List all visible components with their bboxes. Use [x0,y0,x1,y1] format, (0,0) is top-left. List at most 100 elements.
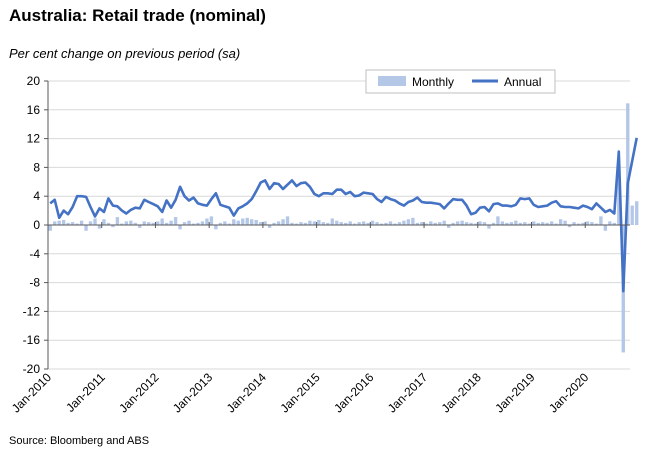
x-tick-label: Jan-2013 [170,370,216,416]
monthly-bar [263,221,267,225]
monthly-bar [317,219,321,225]
monthly-bar [406,219,411,225]
y-tick-label: -12 [23,304,41,318]
monthly-bar [464,222,469,225]
y-tick-label: -4 [29,247,40,261]
monthly-bar [348,221,352,225]
monthly-bar [366,222,370,225]
monthly-bar [545,222,549,225]
monthly-bar [630,205,634,225]
legend: Monthly Annual [365,69,556,94]
x-tick-label: Jan-2019 [492,370,538,416]
monthly-bar [61,219,66,225]
monthly-bar [527,223,531,225]
monthly-bar [603,225,608,231]
monthly-bar [97,225,102,229]
monthly-bar [84,225,88,231]
monthly-bar [438,222,442,225]
monthly-bar [160,218,164,225]
monthly-bar [115,217,120,225]
monthly-bar [169,220,173,225]
x-tick-label: Jan-2015 [277,370,323,416]
monthly-bar [487,225,491,229]
monthly-bar [612,222,617,225]
monthly-bar [590,222,594,225]
monthly-bar [482,222,487,225]
chart-subtitle: Per cent change on previous period (sa) [9,46,241,61]
monthly-bar [106,222,111,225]
monthly-bar [182,222,187,225]
x-tick-label: Jan-2018 [439,370,485,416]
monthly-bar [424,223,428,225]
monthly-bar [567,225,572,228]
monthly-bar [500,221,505,225]
monthly-bar [335,220,339,225]
gridlines [48,80,630,370]
monthly-bar [581,222,585,225]
monthly-bar [379,223,384,225]
monthly-bar [120,223,124,225]
monthly-bar [173,217,178,225]
monthly-bar [53,221,57,225]
monthly-bar [88,221,93,225]
monthly-bar [608,221,612,225]
monthly-bar [429,221,433,225]
monthly-bar [133,222,137,225]
monthly-bar [554,223,558,225]
chart-title: Australia: Retail trade (nominal) [9,6,266,25]
monthly-bar [138,225,142,228]
monthly-bar [258,222,263,225]
monthly-bar [473,223,478,225]
x-tick-label: Jan-2020 [546,370,592,416]
monthly-bar [442,220,446,225]
monthly-bar [129,220,133,225]
monthly-bar [478,221,482,225]
monthly-bar [433,222,437,225]
monthly-bar [75,223,79,225]
monthly-bar [124,221,129,225]
monthly-bar [361,221,366,225]
monthly-bar [523,222,527,225]
monthly-bar [397,222,402,225]
monthly-bar [294,223,299,225]
monthly-bar [420,222,424,225]
monthly-bar [209,216,214,225]
monthly-bar [330,218,334,225]
monthly-bar [156,221,160,225]
monthly-bar [218,222,223,225]
legend-monthly-label: Monthly [412,75,454,89]
monthly-bar [352,223,357,225]
monthly-bar [576,223,581,225]
monthly-bar [505,222,509,225]
monthly-bar [308,220,312,225]
x-tick-label: Jan-2012 [116,370,162,416]
monthly-bar [563,220,567,225]
monthly-bar [370,220,375,225]
x-tick-label: Jan-2017 [385,370,431,416]
monthly-bar [178,225,182,230]
monthly-bar [303,222,308,225]
monthly-bar [415,222,420,225]
annual-line-group [49,137,638,293]
monthly-bar [245,217,249,225]
monthly-bar [200,221,205,225]
monthly-bar [558,219,563,225]
x-tick-label: Jan-2010 [9,370,55,416]
monthly-bars [48,103,639,353]
monthly-bar [393,223,397,225]
monthly-bar [79,220,84,225]
monthly-bar [388,221,393,225]
monthly-bar [617,163,621,225]
monthly-bar [344,222,348,225]
x-tick-label: Jan-2014 [224,370,270,416]
monthly-bar [402,220,406,225]
legend-annual-label: Annual [504,75,541,89]
monthly-bar [312,221,317,225]
monthly-bar [321,222,326,225]
monthly-bar [250,219,254,225]
monthly-bar [151,222,155,225]
y-tick-label: -16 [23,333,41,347]
chart-source: Source: Bloomberg and ABS [9,435,150,447]
monthly-bar [451,222,455,225]
